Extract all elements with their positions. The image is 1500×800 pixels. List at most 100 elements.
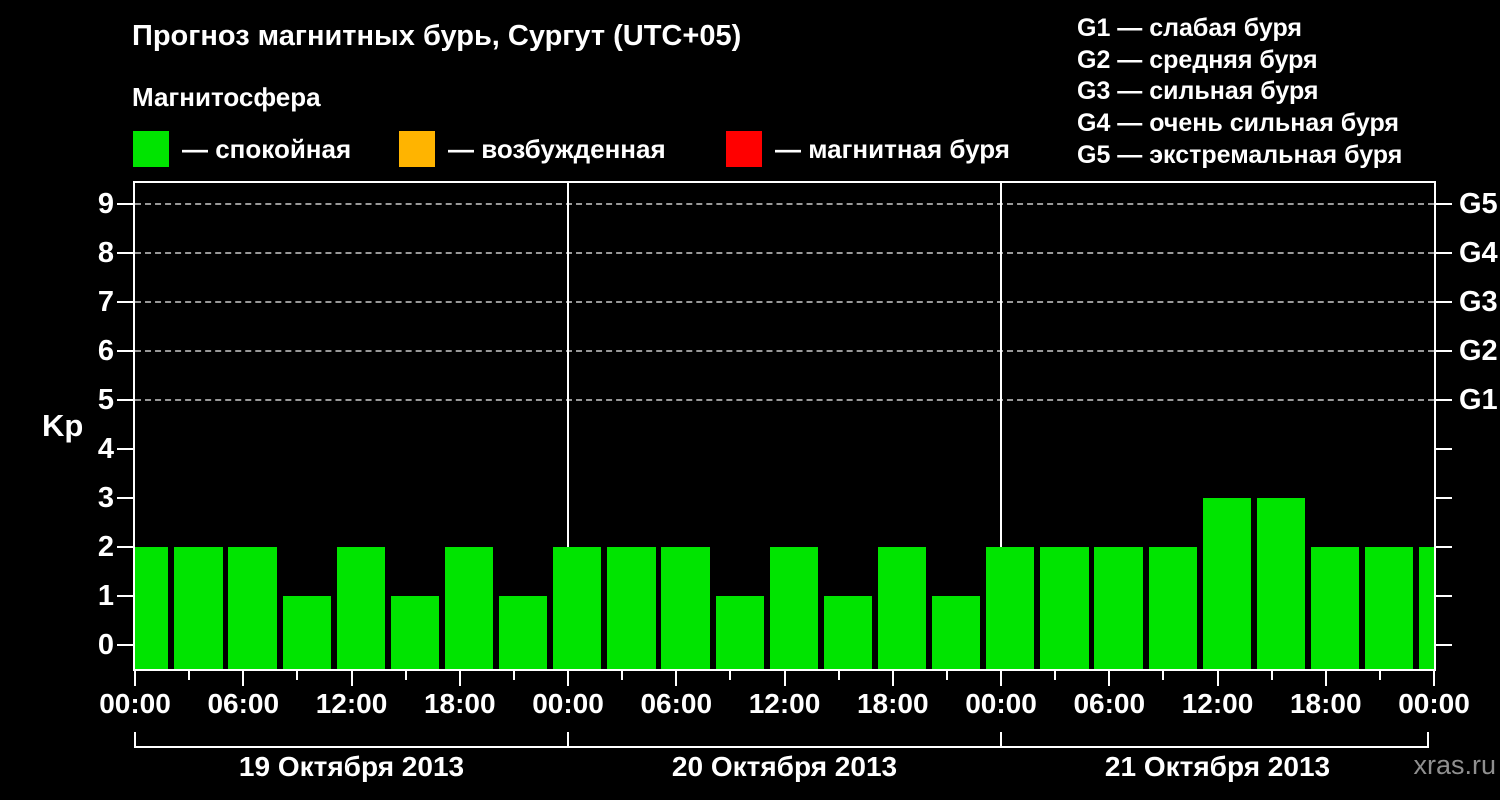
grid-line — [135, 350, 1434, 352]
date-bracket-tick — [1000, 732, 1002, 746]
kp-bar — [986, 547, 1035, 669]
legend-item: — возбужденная — [399, 131, 666, 167]
x-major-tick — [350, 671, 353, 686]
kp-bar — [1202, 498, 1251, 669]
plot-area — [133, 181, 1436, 671]
x-tick-label: 06:00 — [1073, 688, 1146, 719]
g-level-label: G5 — [1459, 188, 1498, 220]
y-tick-left — [117, 252, 133, 254]
kp-bar — [135, 547, 169, 669]
g-scale-line: G5 — экстремальная буря — [1077, 140, 1403, 169]
y-tick-label: 0 — [97, 629, 114, 661]
y-tick-label: 2 — [97, 531, 114, 563]
y-tick-right — [1436, 448, 1452, 450]
kp-bar — [1040, 547, 1089, 669]
day-separator — [567, 183, 569, 669]
y-tick-right — [1436, 301, 1452, 303]
kp-bar — [1310, 547, 1360, 669]
watermark: xras.ru — [1413, 750, 1496, 780]
plot-inner — [135, 183, 1434, 669]
y-tick-left — [117, 546, 133, 548]
x-major-tick — [1433, 671, 1435, 686]
kp-bar — [715, 596, 764, 669]
y-tick-right — [1436, 350, 1452, 352]
x-tick-label: 18:00 — [423, 688, 496, 719]
grid-line — [135, 301, 1434, 303]
kp-bar — [823, 596, 872, 669]
kp-bar — [1365, 547, 1414, 669]
legend-swatch — [399, 131, 435, 167]
x-tick-label: 06:00 — [207, 688, 280, 719]
x-tick-label: 12:00 — [1181, 688, 1254, 719]
y-tick-right — [1436, 546, 1452, 548]
kp-bar — [390, 596, 439, 669]
kp-bar — [282, 596, 331, 669]
legend-item: — спокойная — [133, 131, 351, 167]
x-major-tick — [1324, 671, 1327, 686]
y-tick-label: 8 — [97, 237, 114, 269]
x-major-tick — [1108, 671, 1111, 686]
x-tick-label: 00:00 — [99, 688, 171, 719]
kp-bar — [444, 547, 494, 669]
y-tick-label: 5 — [97, 384, 114, 416]
grid-line — [135, 252, 1434, 254]
kp-axis-title: Kp — [42, 408, 84, 443]
y-tick-left — [117, 203, 133, 205]
kp-bar — [661, 547, 710, 669]
y-tick-right — [1436, 644, 1452, 646]
y-tick-right — [1436, 497, 1452, 499]
kp-bar — [769, 547, 818, 669]
kp-bar — [1094, 547, 1143, 669]
y-tick-left — [117, 644, 133, 646]
g-level-label: G1 — [1459, 384, 1498, 416]
x-major-tick — [242, 671, 245, 686]
kp-bar — [877, 547, 927, 669]
y-tick-label: 3 — [97, 482, 114, 514]
legend-swatch — [133, 131, 169, 167]
x-tick-label: 00:00 — [965, 688, 1037, 719]
x-minor-tick — [296, 671, 299, 680]
y-tick-label: 7 — [97, 286, 114, 318]
x-tick-label: 00:00 — [1398, 688, 1470, 719]
day-separator — [1000, 183, 1002, 669]
g-scale-line: G1 — слабая буря — [1077, 14, 1303, 42]
x-major-tick — [1216, 671, 1219, 686]
date-bracket-tick — [1427, 732, 1429, 746]
kp-bar — [932, 596, 981, 669]
kp-bar — [1419, 547, 1434, 669]
g-scale-line: G3 — сильная буря — [1077, 77, 1319, 106]
date-label: 19 Октября 2013 — [238, 751, 465, 782]
legend-label: — возбужденная — [448, 134, 666, 164]
x-minor-tick — [621, 671, 624, 680]
g-level-label: G3 — [1459, 286, 1498, 318]
y-tick-right — [1436, 203, 1452, 205]
x-tick-label: 12:00 — [315, 688, 388, 719]
x-minor-tick — [1054, 671, 1057, 680]
x-major-tick — [783, 671, 786, 686]
grid-line — [135, 203, 1434, 205]
g-level-label: G4 — [1459, 237, 1498, 269]
x-minor-tick — [729, 671, 732, 680]
x-minor-tick — [404, 671, 407, 680]
g-scale-legend: G1 — слабая буря G2 — средняя буря G3 — си… — [1077, 13, 1402, 172]
x-tick-label: 06:00 — [640, 688, 713, 719]
y-tick-right — [1436, 252, 1452, 254]
date-bracket-line — [134, 746, 1429, 748]
x-tick-label: 18:00 — [1289, 688, 1362, 719]
y-tick-left — [117, 497, 133, 499]
y-tick-right — [1436, 399, 1452, 401]
y-tick-label: 4 — [97, 433, 114, 465]
y-tick-left — [117, 448, 133, 450]
magnetosphere-subtitle: Магнитосфера — [132, 82, 321, 112]
x-tick-label: 12:00 — [748, 688, 821, 719]
x-major-tick — [1000, 671, 1002, 686]
y-tick-right — [1436, 595, 1452, 597]
y-tick-label: 1 — [97, 580, 114, 612]
kp-bar — [499, 596, 548, 669]
x-minor-tick — [1378, 671, 1381, 680]
legend-label: — спокойная — [182, 134, 352, 164]
x-minor-tick — [1162, 671, 1165, 680]
g-level-label: G2 — [1459, 335, 1498, 367]
g-scale-line: G4 — очень сильная буря — [1077, 109, 1399, 138]
